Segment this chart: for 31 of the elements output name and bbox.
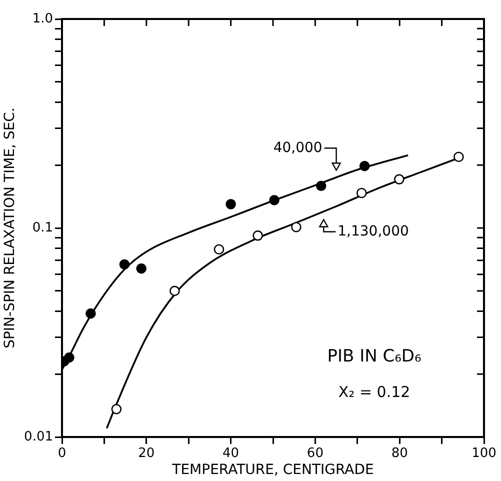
x-tick-label: 100 (472, 446, 496, 462)
point (252, 230, 263, 241)
annotation: X₂ = 0.12 (338, 382, 410, 401)
point (316, 180, 326, 192)
point (359, 160, 370, 172)
point (214, 244, 224, 255)
point (226, 199, 236, 210)
point (170, 286, 180, 296)
x-tick-label: 0 (58, 446, 66, 462)
annotation: 1,130,000 (338, 223, 409, 240)
point (111, 404, 122, 414)
y-tick-label: 0.01 (24, 429, 53, 444)
point (454, 152, 464, 162)
point (86, 308, 96, 319)
x-axis-title: TEMPERATURE, CENTIGRADE (171, 462, 374, 478)
x-tick-label: 80 (391, 446, 408, 462)
point (291, 222, 302, 232)
point (269, 194, 280, 206)
y-axis-title: SPIN-SPIN RELAXATION TIME, SEC. (2, 108, 18, 348)
point (394, 174, 404, 184)
point (119, 259, 130, 270)
y-tick-label: 1.0 (32, 11, 53, 26)
y-tick-label: 0.1 (32, 220, 53, 236)
annotation: PIB IN C₆D₆ (327, 346, 422, 366)
point (356, 188, 367, 198)
point (136, 263, 146, 274)
annotation: 40,000 (273, 140, 322, 156)
x-tick-label: 40 (222, 446, 240, 462)
point (64, 352, 74, 363)
x-tick-label: 20 (138, 446, 155, 462)
x-tick-label: 60 (306, 446, 324, 462)
